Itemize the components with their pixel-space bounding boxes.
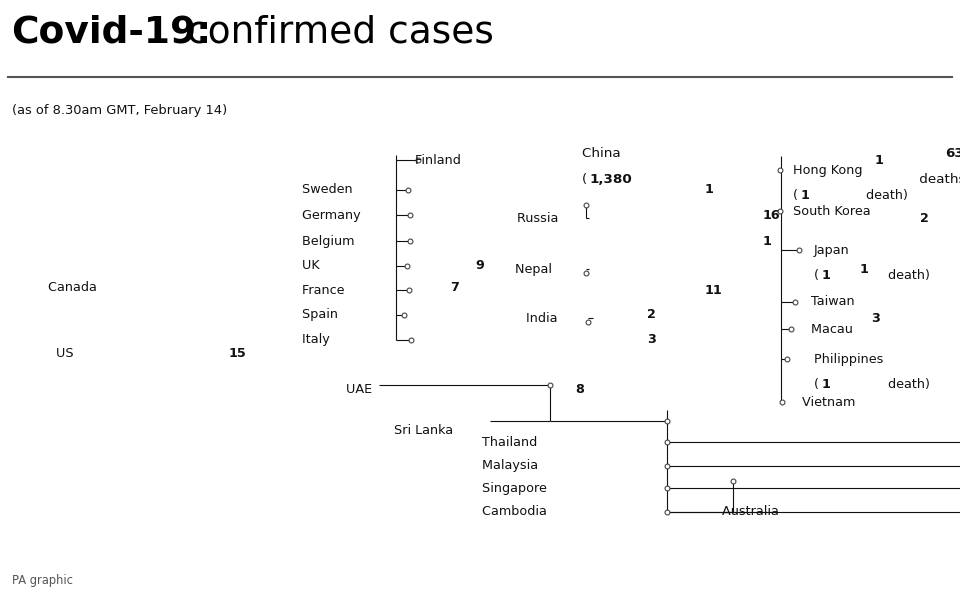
Text: Malaysia: Malaysia [482, 459, 542, 472]
Text: Australia: Australia [722, 505, 782, 518]
Text: 11: 11 [705, 284, 723, 297]
Text: 3: 3 [647, 333, 657, 346]
Text: deaths): deaths) [916, 173, 960, 186]
Text: Russia: Russia [517, 212, 563, 224]
Text: 2: 2 [647, 308, 657, 321]
Text: Vietnam: Vietnam [802, 396, 859, 409]
Text: US: US [56, 347, 78, 361]
Text: (: ( [814, 270, 819, 283]
Text: South Korea: South Korea [793, 205, 875, 218]
Text: UAE: UAE [346, 383, 375, 396]
Text: death): death) [862, 189, 908, 202]
Text: confirmed cases: confirmed cases [175, 15, 493, 51]
Text: 8: 8 [576, 383, 585, 396]
Text: Belgium: Belgium [302, 234, 359, 248]
Text: China: China [582, 148, 625, 161]
Text: 16: 16 [762, 209, 780, 222]
Text: 2: 2 [920, 212, 928, 224]
Text: Philippines: Philippines [814, 353, 887, 365]
Text: France: France [302, 284, 348, 297]
Text: 1: 1 [762, 234, 771, 248]
Text: PA graphic: PA graphic [12, 574, 74, 587]
Text: (as of 8.30am GMT, February 14): (as of 8.30am GMT, February 14) [12, 104, 228, 117]
Text: 1: 1 [705, 183, 713, 196]
Text: Germany: Germany [302, 209, 365, 222]
Text: UK: UK [302, 259, 324, 273]
Text: Singapore: Singapore [482, 482, 551, 495]
Text: death): death) [883, 270, 929, 283]
Text: (: ( [582, 173, 587, 186]
Text: Japan: Japan [814, 244, 853, 257]
Text: (: ( [814, 378, 819, 392]
Text: 1: 1 [822, 378, 830, 392]
Text: 1: 1 [875, 154, 883, 167]
Text: Covid-19:: Covid-19: [12, 15, 212, 51]
Text: 1: 1 [859, 263, 869, 276]
Text: Nepal: Nepal [515, 263, 556, 276]
Text: 63,851: 63,851 [946, 148, 960, 161]
Text: Thailand: Thailand [482, 436, 541, 449]
Text: Cambodia: Cambodia [482, 505, 551, 518]
Text: Finland: Finland [415, 154, 465, 167]
Text: 7: 7 [450, 281, 459, 294]
Text: (: ( [793, 189, 798, 202]
Text: 1,380: 1,380 [589, 173, 633, 186]
Text: Sri Lanka: Sri Lanka [394, 424, 457, 437]
Text: 15: 15 [228, 347, 246, 361]
Text: 3: 3 [871, 312, 880, 324]
Text: 1: 1 [801, 189, 809, 202]
Text: Hong Kong: Hong Kong [793, 164, 867, 177]
Text: India: India [526, 312, 562, 324]
Text: Spain: Spain [302, 308, 343, 321]
Text: Macau: Macau [811, 323, 857, 336]
Text: 9: 9 [475, 259, 484, 273]
Text: Canada: Canada [48, 281, 101, 294]
Text: Sweden: Sweden [302, 183, 357, 196]
Text: 1: 1 [822, 270, 830, 283]
Text: Italy: Italy [302, 333, 334, 346]
Text: Taiwan: Taiwan [811, 295, 859, 308]
Text: death): death) [883, 378, 929, 392]
